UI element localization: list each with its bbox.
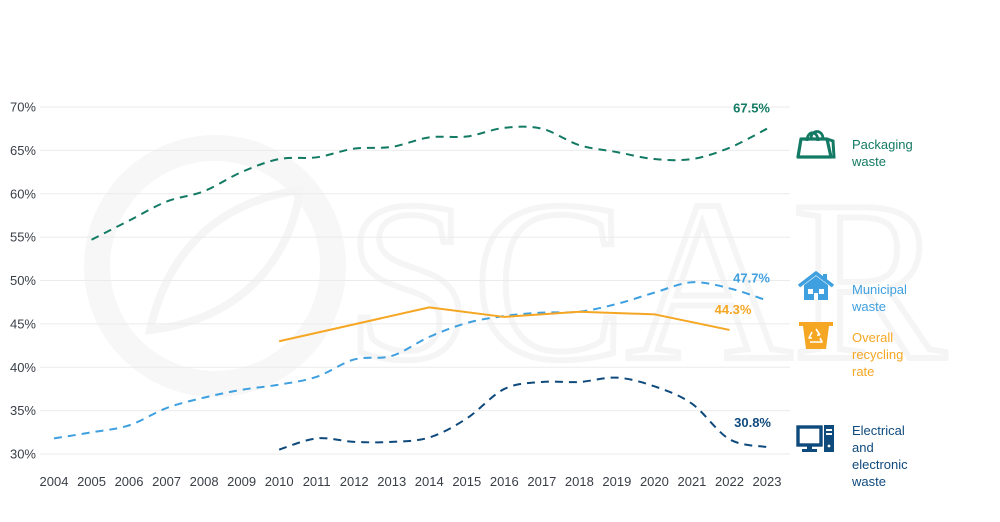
end-labels: 67.5% 47.7% 44.3% 30.8% [715,101,772,430]
y-tick-label: 65% [10,143,36,158]
y-tick-label: 60% [10,186,36,201]
grid-lines [40,106,790,455]
x-tick-label: 2010 [265,474,294,489]
house-icon [796,270,836,304]
x-tick-label: 2013 [377,474,406,489]
x-tick-label: 2006 [115,474,144,489]
y-tick-label: 35% [10,403,36,418]
legend-label-municipal: Municipal waste [852,282,907,314]
x-tick-label: 2016 [490,474,519,489]
series-line-packaging [91,125,768,241]
y-axis: 30% 35% 40% 45% 50% 55% 60% 65% 70% [10,100,36,462]
legend-item-electronic[interactable]: Electrical and electronic waste [796,422,908,489]
x-tick-label: 2005 [77,474,106,489]
y-tick-label: 70% [10,100,36,115]
y-tick-label: 30% [10,447,36,462]
desktop-computer-icon [796,422,836,456]
legend-item-municipal[interactable]: Municipal waste [796,270,907,314]
x-tick-label: 2020 [640,474,669,489]
x-tick-label: 2022 [715,474,744,489]
x-tick-label: 2004 [40,474,69,489]
x-tick-label: 2009 [227,474,256,489]
x-tick-label: 2018 [565,474,594,489]
legend-item-packaging[interactable]: Packaging waste [796,127,913,169]
x-tick-label: 2011 [303,474,331,489]
series-lines [53,125,768,451]
y-tick-label: 45% [10,316,36,331]
y-tick-label: 55% [10,230,36,245]
x-tick-label: 2021 [677,474,706,489]
x-tick-label: 2015 [452,474,481,489]
x-tick-label: 2007 [152,474,181,489]
end-label-municipal: 47.7% [733,270,770,285]
recycling-bin-icon [796,318,836,352]
legend-item-overall[interactable]: Overall recycling rate [796,318,903,379]
x-tick-label: 2023 [753,474,782,489]
x-tick-label: 2017 [527,474,556,489]
y-tick-label: 50% [10,273,36,288]
shopping-bag-icon [796,127,836,161]
x-tick-label: 2014 [415,474,444,489]
legend-label-packaging: Packaging waste [852,137,913,169]
end-label-packaging: 67.5% [733,101,770,116]
series-line-overall [278,306,730,343]
end-label-overall: 44.3% [715,302,752,317]
end-label-electronic: 30.8% [734,415,771,430]
x-tick-label: 2019 [602,474,631,489]
legend-label-electronic: Electrical and electronic waste [852,423,908,489]
y-tick-label: 40% [10,360,36,375]
legend-label-overall: Overall recycling rate [852,330,904,379]
series-line-municipal [53,281,768,440]
x-tick-label: 2012 [340,474,369,489]
x-tick-label: 2008 [190,474,219,489]
x-axis: 2004 2005 2006 2007 2008 2009 2010 2011 2012 2013… [40,474,782,489]
